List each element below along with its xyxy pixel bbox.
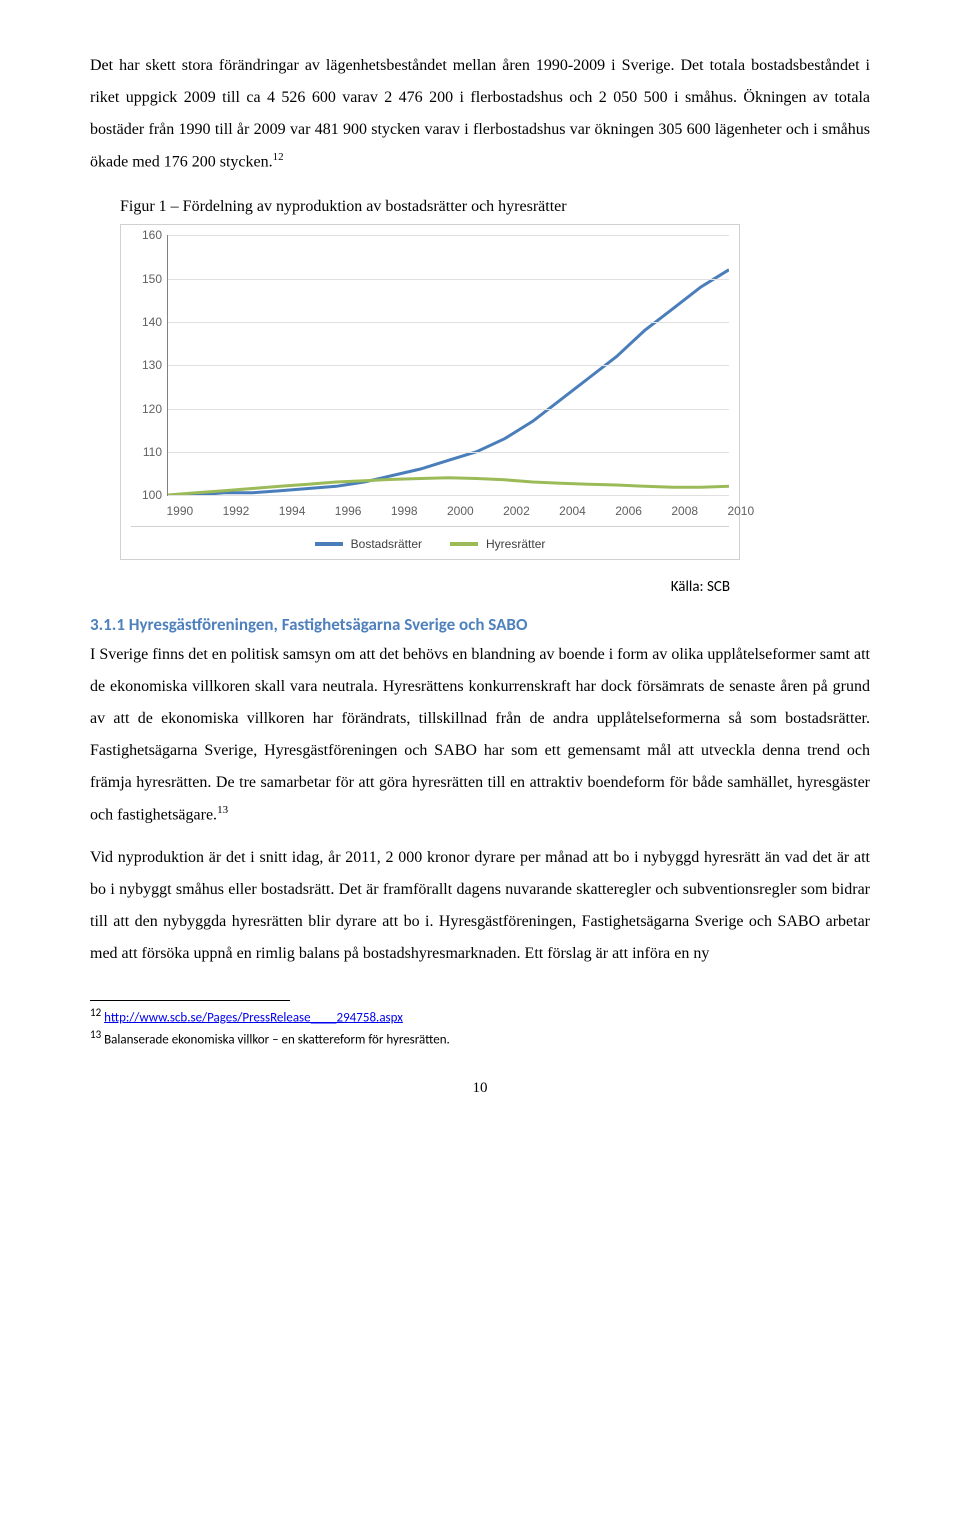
paragraph-3: Vid nyproduktion är det i snitt idag, år… xyxy=(90,842,870,970)
legend-label: Hyresrätter xyxy=(486,537,545,551)
page-number: 10 xyxy=(90,1080,870,1097)
chart-gridline xyxy=(168,279,729,280)
chart-plot-area: 100110120130140150160 xyxy=(167,235,729,496)
chart-y-tick: 110 xyxy=(132,445,162,459)
para1-text: Det har skett stora förändringar av läge… xyxy=(90,57,870,170)
footnote-ref-12: 12 xyxy=(273,151,284,163)
chart-x-tick: 2000 xyxy=(447,504,448,518)
footnote-13: 13 Balanserade ekonomiska villkor – en s… xyxy=(90,1027,870,1050)
legend-swatch xyxy=(450,542,478,546)
section-heading: 3.1.1 Hyresgästföreningen, Fastighetsäga… xyxy=(90,614,870,635)
footnote-ref-13: 13 xyxy=(217,804,228,816)
chart-y-tick: 150 xyxy=(132,272,162,286)
chart-x-tick: 1998 xyxy=(391,504,392,518)
chart-gridline xyxy=(168,409,729,410)
footnote-12: 12 http://www.scb.se/Pages/PressRelease_… xyxy=(90,1005,870,1028)
fn12-link[interactable]: http://www.scb.se/Pages/PressRelease____… xyxy=(104,1010,403,1025)
chart-container: 100110120130140150160 199019921994199619… xyxy=(120,224,740,560)
chart-x-tick: 2006 xyxy=(615,504,616,518)
paragraph-1: Det har skett stora förändringar av läge… xyxy=(90,50,870,178)
chart-series-line xyxy=(168,270,729,495)
chart-gridline xyxy=(168,495,729,496)
page: Det har skett stora förändringar av läge… xyxy=(0,0,960,1127)
chart-x-tick: 2010 xyxy=(727,504,728,518)
chart-legend-item: Hyresrätter xyxy=(450,537,545,551)
legend-label: Bostadsrätter xyxy=(351,537,422,551)
chart-gridline xyxy=(168,365,729,366)
chart-gridline xyxy=(168,322,729,323)
chart-legend: Bostadsrätter Hyresrätter xyxy=(131,526,729,559)
fn13-num: 13 xyxy=(90,1028,101,1041)
legend-swatch xyxy=(315,542,343,546)
chart-x-tick: 1996 xyxy=(335,504,336,518)
chart-legend-item: Bostadsrätter xyxy=(315,537,422,551)
chart-x-tick: 2008 xyxy=(671,504,672,518)
fn13-text: Balanserade ekonomiska villkor – en skat… xyxy=(101,1033,450,1048)
fn12-num: 12 xyxy=(90,1006,101,1019)
figure-caption: Figur 1 – Fördelning av nyproduktion av … xyxy=(120,198,870,216)
chart-gridline xyxy=(168,452,729,453)
chart-x-tick: 2004 xyxy=(559,504,560,518)
chart-y-tick: 130 xyxy=(132,358,162,372)
chart-y-tick: 160 xyxy=(132,228,162,242)
chart-y-tick: 100 xyxy=(132,488,162,502)
chart-x-tick: 1994 xyxy=(279,504,280,518)
paragraph-2: I Sverige finns det en politisk samsyn o… xyxy=(90,639,870,831)
chart-source: Källa: SCB xyxy=(90,578,730,596)
para2-text: I Sverige finns det en politisk samsyn o… xyxy=(90,646,870,823)
chart-x-tick: 2002 xyxy=(503,504,504,518)
chart-y-tick: 140 xyxy=(132,315,162,329)
chart-y-tick: 120 xyxy=(132,402,162,416)
chart-x-tick: 1990 xyxy=(167,504,168,518)
chart-x-tick: 1992 xyxy=(223,504,224,518)
chart-gridline xyxy=(168,235,729,236)
chart-x-axis: 1990 1992 1994 1996 1998 2000 2002 2004 2006 2008… xyxy=(167,500,729,526)
